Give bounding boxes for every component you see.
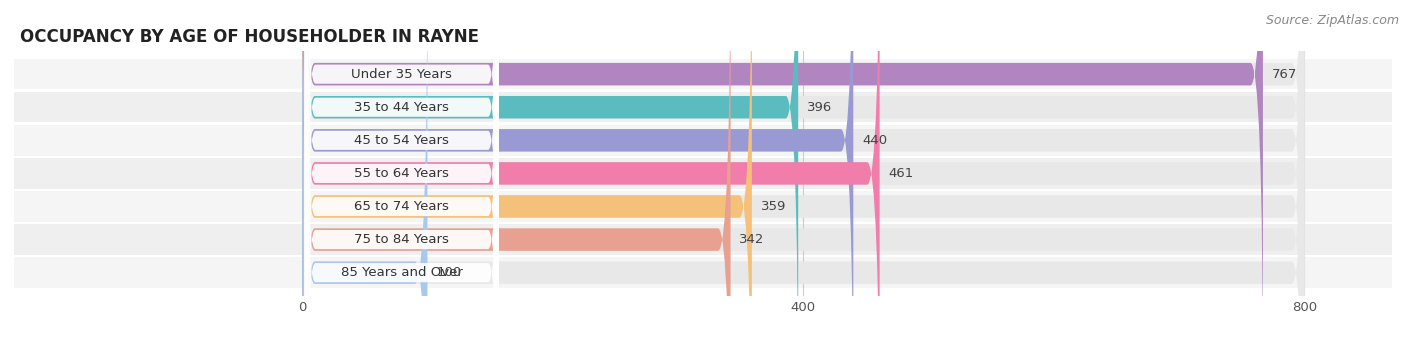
FancyBboxPatch shape <box>302 0 731 340</box>
FancyBboxPatch shape <box>305 1 499 340</box>
FancyBboxPatch shape <box>14 224 1392 255</box>
FancyBboxPatch shape <box>305 0 499 340</box>
Text: 396: 396 <box>807 101 832 114</box>
FancyBboxPatch shape <box>14 257 1392 288</box>
FancyBboxPatch shape <box>14 191 1392 222</box>
FancyBboxPatch shape <box>302 0 1305 340</box>
Text: Under 35 Years: Under 35 Years <box>352 68 453 81</box>
FancyBboxPatch shape <box>302 0 1305 340</box>
FancyBboxPatch shape <box>302 0 1305 340</box>
FancyBboxPatch shape <box>14 125 1392 155</box>
FancyBboxPatch shape <box>305 0 499 340</box>
FancyBboxPatch shape <box>305 0 499 340</box>
FancyBboxPatch shape <box>305 0 499 340</box>
Text: 100: 100 <box>436 266 461 279</box>
Text: 45 to 54 Years: 45 to 54 Years <box>354 134 449 147</box>
FancyBboxPatch shape <box>302 0 799 340</box>
Text: 65 to 74 Years: 65 to 74 Years <box>354 200 449 213</box>
FancyBboxPatch shape <box>302 0 1305 340</box>
FancyBboxPatch shape <box>302 0 427 340</box>
FancyBboxPatch shape <box>302 0 1263 340</box>
Text: 359: 359 <box>761 200 786 213</box>
Text: 767: 767 <box>1271 68 1298 81</box>
Text: 342: 342 <box>740 233 765 246</box>
FancyBboxPatch shape <box>14 59 1392 89</box>
Text: 85 Years and Over: 85 Years and Over <box>340 266 463 279</box>
Text: 35 to 44 Years: 35 to 44 Years <box>354 101 449 114</box>
FancyBboxPatch shape <box>302 0 1305 340</box>
FancyBboxPatch shape <box>302 0 880 340</box>
Text: 55 to 64 Years: 55 to 64 Years <box>354 167 449 180</box>
Text: Source: ZipAtlas.com: Source: ZipAtlas.com <box>1265 14 1399 27</box>
FancyBboxPatch shape <box>302 0 752 340</box>
Text: OCCUPANCY BY AGE OF HOUSEHOLDER IN RAYNE: OCCUPANCY BY AGE OF HOUSEHOLDER IN RAYNE <box>20 28 479 46</box>
FancyBboxPatch shape <box>305 0 499 340</box>
FancyBboxPatch shape <box>302 0 1305 340</box>
Text: 440: 440 <box>862 134 887 147</box>
FancyBboxPatch shape <box>305 0 499 340</box>
FancyBboxPatch shape <box>302 0 853 340</box>
Text: 461: 461 <box>889 167 914 180</box>
FancyBboxPatch shape <box>14 92 1392 122</box>
FancyBboxPatch shape <box>302 0 1305 340</box>
FancyBboxPatch shape <box>14 158 1392 189</box>
Text: 75 to 84 Years: 75 to 84 Years <box>354 233 449 246</box>
